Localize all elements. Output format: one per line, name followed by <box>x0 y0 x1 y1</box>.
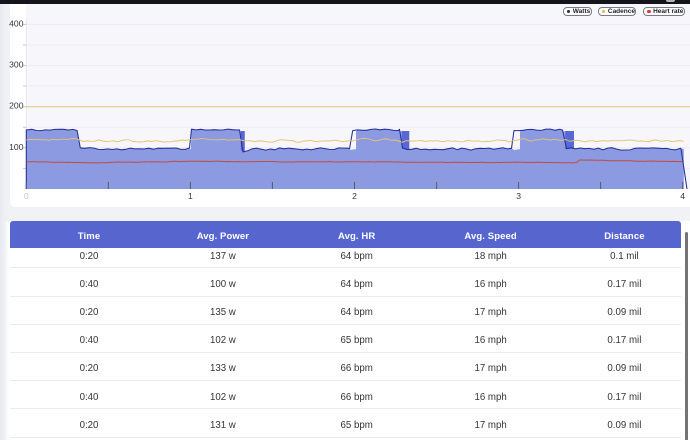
svg-text:200: 200 <box>9 101 24 111</box>
svg-text:2: 2 <box>352 191 357 201</box>
svg-text:400: 400 <box>9 18 24 28</box>
svg-text:4: 4 <box>680 191 685 201</box>
svg-text:0: 0 <box>24 191 29 201</box>
svg-text:3: 3 <box>516 191 521 201</box>
svg-text:100: 100 <box>9 142 24 152</box>
svg-text:1: 1 <box>188 191 193 201</box>
svg-text:300: 300 <box>9 60 24 70</box>
